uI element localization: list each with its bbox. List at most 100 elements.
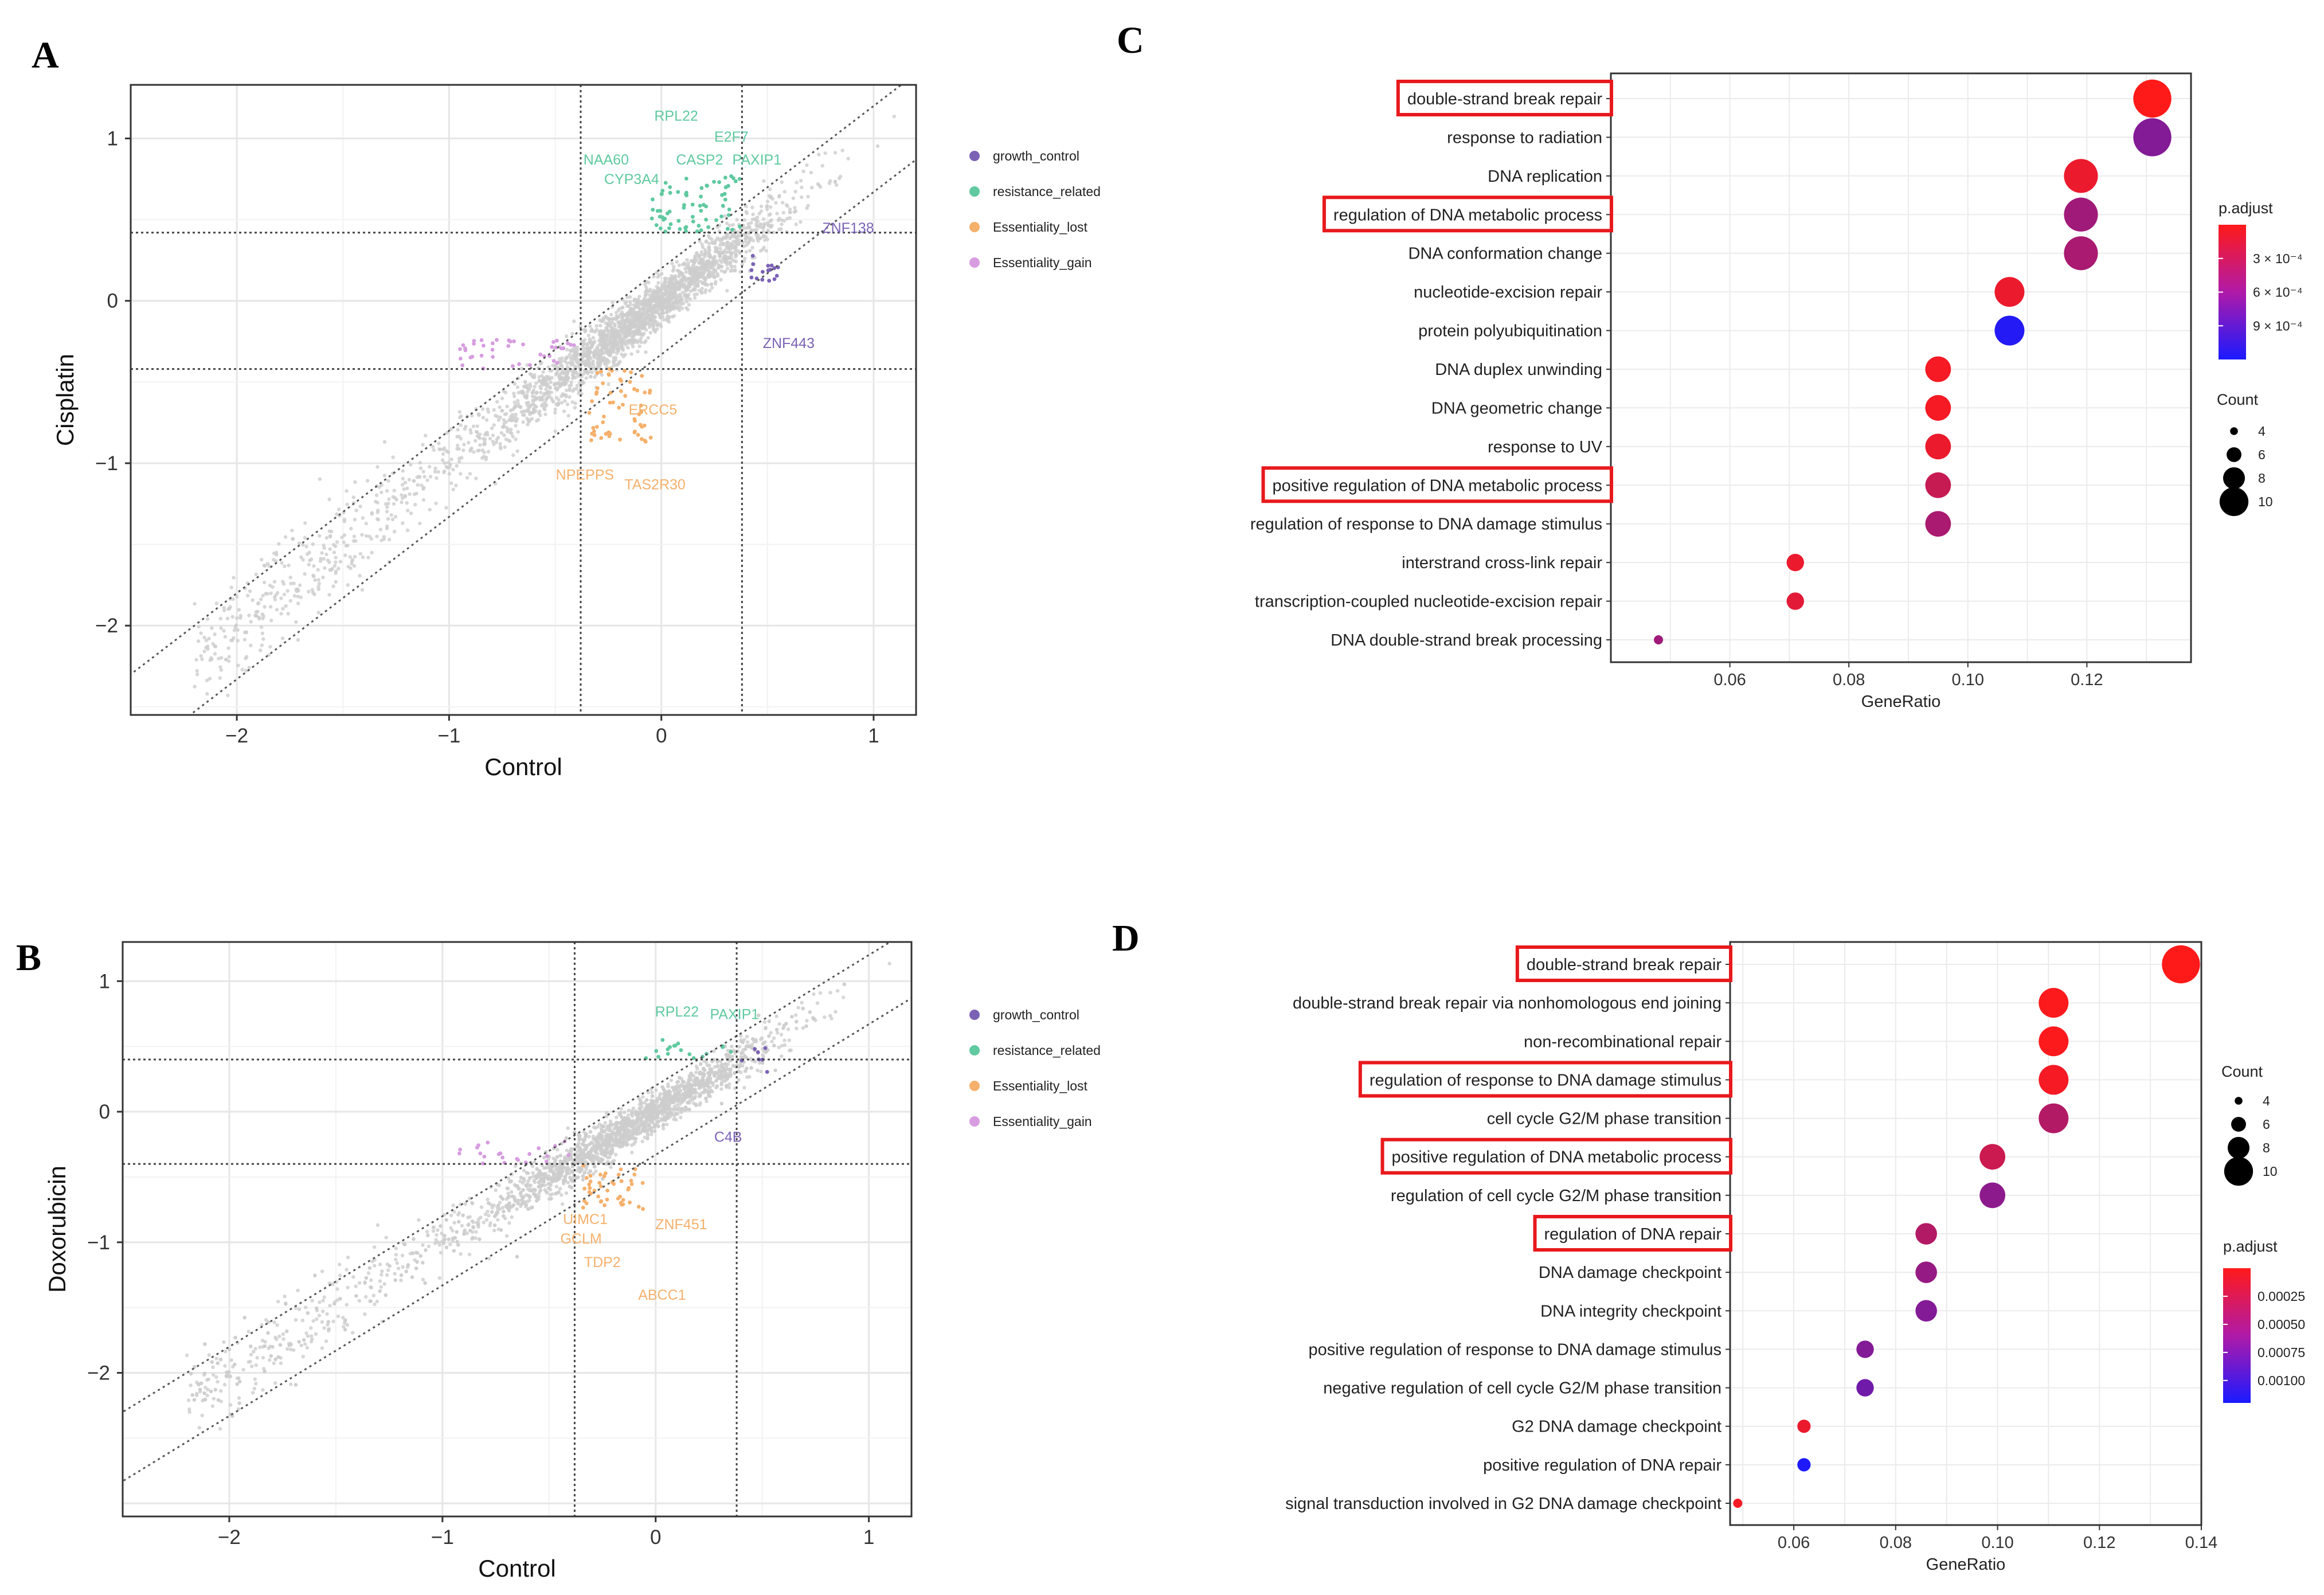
gene-point <box>619 344 624 349</box>
gene-point <box>719 269 723 273</box>
gene-point <box>421 1243 425 1247</box>
gene-point <box>707 248 711 252</box>
gene-point <box>712 1049 716 1053</box>
gene-point <box>730 268 734 272</box>
gene-point <box>565 369 569 373</box>
gene-point <box>437 1276 442 1280</box>
gene-point <box>251 1391 255 1395</box>
gene-point <box>336 1314 341 1318</box>
gene-point <box>240 667 244 672</box>
gene-point <box>522 1168 526 1172</box>
gene-point <box>568 353 572 357</box>
gene-point <box>681 290 685 295</box>
gene-point <box>281 607 285 611</box>
gene-point <box>214 1375 218 1379</box>
resistance_related-point <box>668 185 672 189</box>
gene-point <box>570 1164 574 1169</box>
gene-point <box>387 497 391 501</box>
gene-point <box>418 466 423 470</box>
gene-point <box>548 369 552 373</box>
gene-point <box>471 424 476 428</box>
gene-point <box>615 351 619 355</box>
Essentiality_lost-point <box>589 438 593 443</box>
gene-point <box>596 352 600 357</box>
gene-point <box>478 443 482 447</box>
gene-point <box>531 1171 535 1175</box>
resistance_related-point <box>663 181 668 185</box>
gene-point <box>594 1169 598 1174</box>
gene-point <box>460 1223 464 1228</box>
resistance_related-point <box>723 197 727 202</box>
resistance_related-point <box>697 224 701 228</box>
gene-point <box>641 1095 645 1099</box>
gene-point <box>480 456 484 460</box>
gene-point <box>296 638 300 642</box>
gene-point <box>223 635 228 639</box>
gene-point <box>360 588 365 592</box>
gene-point <box>510 1215 514 1219</box>
gene-point <box>316 611 320 615</box>
gene-point <box>353 554 357 559</box>
gene-point <box>370 1260 374 1264</box>
gene-point <box>405 486 409 490</box>
gene-point <box>373 499 378 504</box>
gene-point <box>761 247 765 252</box>
gene-point <box>543 1171 548 1176</box>
gene-point <box>758 1037 763 1042</box>
gene-point <box>707 288 712 293</box>
gene-point <box>389 513 393 517</box>
gene-point <box>539 362 543 366</box>
gene-point <box>468 1229 472 1233</box>
gene-point <box>245 593 250 598</box>
Essentiality_gain-point <box>511 364 515 368</box>
gene-point <box>688 270 693 275</box>
panel-label-d: D <box>1112 917 1140 959</box>
gene-point <box>185 1353 189 1358</box>
gene-point <box>694 258 699 263</box>
gene-point <box>550 1192 554 1196</box>
gene-point <box>650 1132 654 1136</box>
gene-point <box>759 204 764 209</box>
gene-point <box>464 424 468 429</box>
gene-point <box>363 1280 367 1284</box>
gene-point <box>643 1135 647 1140</box>
growth_control-point <box>774 273 779 278</box>
gene-point <box>384 1236 388 1240</box>
Essentiality_gain-point <box>491 341 495 346</box>
gene-point <box>584 1160 588 1164</box>
gene-point <box>492 1203 496 1207</box>
gene-point <box>208 658 212 662</box>
gene-point <box>334 580 338 584</box>
gene-point <box>260 1323 264 1327</box>
gene-point <box>346 1285 350 1289</box>
gene-point <box>680 1107 684 1111</box>
gene-point <box>765 204 769 208</box>
gene-point <box>502 418 506 422</box>
gene-point <box>303 521 307 525</box>
Essentiality_gain-point <box>461 343 465 347</box>
gene-point <box>570 373 574 377</box>
gene-point <box>609 346 613 350</box>
gene-point <box>451 1239 455 1243</box>
gene-point <box>553 365 557 369</box>
gene-point <box>707 255 711 259</box>
gene-point <box>565 388 569 392</box>
gene-point <box>605 1111 609 1115</box>
gene-point <box>379 1273 384 1277</box>
gene-point <box>297 1340 301 1344</box>
gene-point <box>686 295 690 300</box>
gene-point <box>217 656 221 660</box>
gene-point <box>769 1031 773 1035</box>
gene-point <box>311 574 316 578</box>
gene-point <box>660 291 664 295</box>
gene-point <box>547 1186 551 1190</box>
gene-point <box>229 1358 233 1362</box>
resistance_related-point <box>699 186 704 190</box>
gene-point <box>630 1114 635 1118</box>
resistance_related-point <box>682 203 686 207</box>
gene-point <box>699 280 703 284</box>
gene-point <box>625 315 629 319</box>
gene-point <box>776 1031 780 1035</box>
gene-point <box>652 275 656 279</box>
Essentiality_gain-point <box>472 342 476 346</box>
